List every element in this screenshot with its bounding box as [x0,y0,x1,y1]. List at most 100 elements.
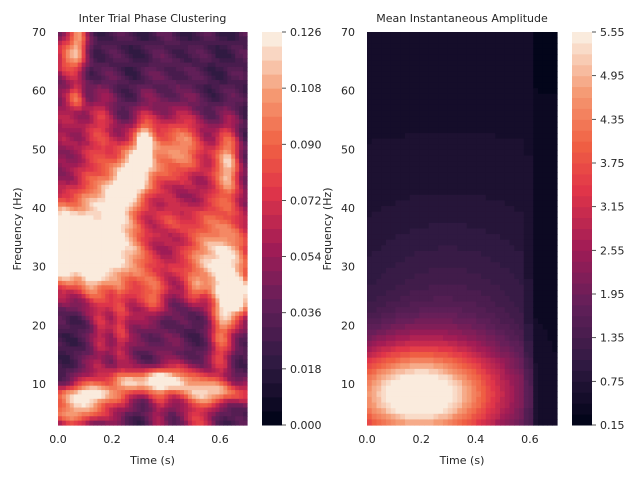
heatmap-cell [191,215,197,221]
heatmap-cell [156,298,161,304]
heatmap-cell [405,116,411,123]
heatmap-cell [69,390,75,396]
colorbar-level [262,116,282,131]
heatmap-cell [109,202,114,208]
heatmap-cell [207,149,213,155]
heatmap-cell [235,346,240,352]
heatmap-cell [113,154,118,160]
heatmap-cell [203,390,209,396]
heatmap-cell [61,381,67,387]
heatmap-cell [69,350,75,356]
heatmap-cell [376,368,382,376]
heatmap-cell [180,232,185,238]
heatmap-cell [395,380,401,387]
heatmap-cell [105,337,110,343]
heatmap-cell [69,219,75,225]
heatmap-cell [199,193,205,199]
heatmap-cell [61,320,67,326]
heatmap-cell [89,320,95,326]
heatmap-cell [381,312,387,319]
heatmap-cell [239,259,244,265]
heatmap-cell [97,206,102,212]
heatmap-cell [85,302,91,308]
heatmap-cell [69,420,75,426]
heatmap-cell [140,80,146,85]
heatmap-cell [109,298,114,304]
heatmap-cell [136,416,142,422]
heatmap-cell [124,372,130,378]
heatmap-cell [211,32,217,37]
heatmap-cell [367,43,373,50]
heatmap-cell [85,355,91,361]
heatmap-cell [69,62,75,68]
heatmap-cell [215,189,221,195]
heatmap-cell [97,176,102,182]
heatmap-cell [152,368,158,374]
heatmap-cell [89,407,95,413]
heatmap-cell [390,352,397,359]
heatmap-cell [77,403,83,409]
heatmap-cell [386,408,392,415]
heatmap-cell [160,254,165,260]
heatmap-cell [85,289,91,295]
heatmap-cell [215,145,221,151]
heatmap-cell [160,110,165,116]
heatmap-cell [215,232,221,238]
heatmap-cell [132,215,138,221]
heatmap-cell [395,222,401,230]
heatmap-cell [199,62,205,68]
heatmap-cell [121,342,126,347]
heatmap-cell [81,215,87,221]
heatmap-cell [93,193,98,199]
heatmap-cell [211,315,217,321]
heatmap-cell [235,272,240,278]
heatmap-cell [121,237,126,243]
heatmap-cell [93,420,98,426]
heatmap-cell [65,346,71,352]
heatmap-cell [105,280,110,286]
heatmap-cell [89,241,95,247]
heatmap-cell [184,158,189,164]
heatmap-cell [77,49,83,55]
heatmap-cell [211,394,217,400]
heatmap-cell [400,222,406,230]
heatmap-cell [235,289,240,295]
heatmap-cell [211,189,217,195]
heatmap-cell [65,88,71,94]
heatmap-cell [227,93,232,99]
heatmap-cell [400,329,406,336]
heatmap-cell [390,245,397,252]
heatmap-cell [160,241,165,247]
heatmap-cell [400,71,406,78]
heatmap-cell [73,333,79,339]
heatmap-cell [176,355,181,361]
heatmap-cell [69,132,75,138]
heatmap-cell [148,259,154,265]
heatmap-cell [223,193,228,199]
heatmap-cell [156,128,161,134]
heatmap-cell [89,245,95,251]
heatmap-cell [164,101,169,107]
heatmap-cell [156,211,161,216]
heatmap-cell [89,66,95,72]
heatmap-cell [128,80,134,85]
heatmap-cell [395,211,401,218]
heatmap-cell [184,141,189,147]
heatmap-cell [235,285,240,291]
heatmap-cell [180,101,185,107]
heatmap-cell [65,259,71,265]
heatmap-cell [195,390,201,396]
heatmap-cell [69,215,75,221]
heatmap-cell [239,280,244,286]
heatmap-cell [176,272,181,278]
heatmap-cell [148,211,154,216]
heatmap-cell [376,295,382,303]
heatmap-cell [69,71,75,77]
colorbar-tick-label: 0.126 [290,26,322,39]
heatmap-cell [223,411,228,417]
heatmap-cell [203,88,209,94]
colorbar-level [262,172,282,187]
heatmap-cell [140,62,146,68]
heatmap-cell [160,359,165,365]
heatmap-cell [180,259,185,265]
